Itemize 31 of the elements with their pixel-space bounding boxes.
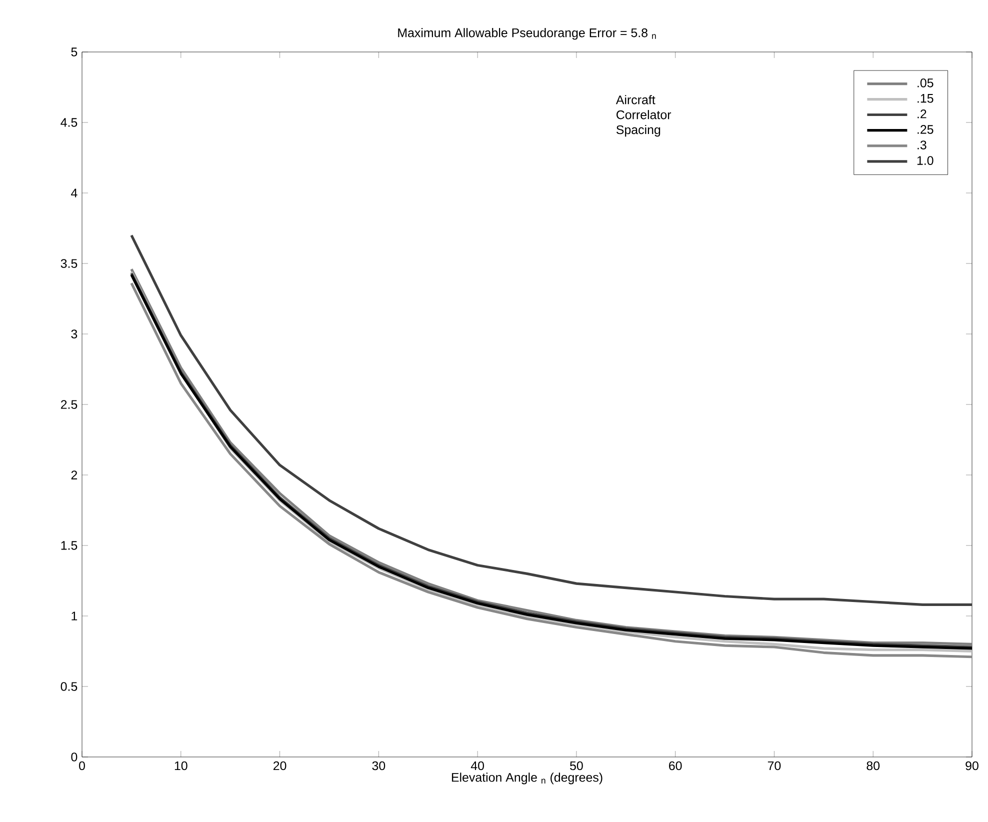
x-tick-label: 80 (866, 761, 880, 770)
x-tick-label: 90 (966, 761, 978, 770)
legend-label: .05 (918, 78, 934, 88)
x-tick-label: 10 (174, 761, 188, 770)
legend-label: .2 (918, 109, 926, 118)
legend-label: 1.0 (917, 156, 934, 165)
y-tick-label: 2.5 (60, 400, 78, 409)
chart-title: Maximum Allowable Pseudorange Error = 5.8 $_{n}$ (398, 28, 656, 40)
line-series (130, 234, 972, 606)
x-tick-label: 40 (470, 761, 484, 770)
legend-label: .3 (918, 140, 926, 150)
y-tick-label: 3 (71, 330, 78, 338)
y-tick-label: 2 (71, 470, 78, 480)
y-tick-label: 4 (71, 188, 78, 198)
y-tick-label: 4.5 (60, 118, 78, 127)
x-axis-title: Elevation Angle $_{n}$ (degrees) (452, 772, 602, 784)
y-tick-label: 3.5 (60, 259, 78, 268)
x-tick-label: 30 (372, 761, 386, 770)
y-tick-label: 1.5 (61, 541, 78, 550)
y-tick-label: 1 (72, 612, 78, 620)
y-tick-label: 0 (71, 752, 78, 762)
x-tick-label: 50 (570, 761, 583, 770)
y-tick-label: 0.5 (60, 682, 78, 691)
legend-label: .15 (918, 94, 934, 103)
x-tick-label: 60 (669, 761, 682, 770)
legend-title: Aircraft Correlator Spacing (616, 95, 672, 137)
legend-label: .25 (918, 125, 934, 134)
y-tick-label: 5 (71, 48, 78, 56)
x-tick-label: 20 (273, 761, 286, 770)
x-tick-label: 70 (768, 761, 781, 770)
x-tick-label: 0 (79, 761, 85, 770)
